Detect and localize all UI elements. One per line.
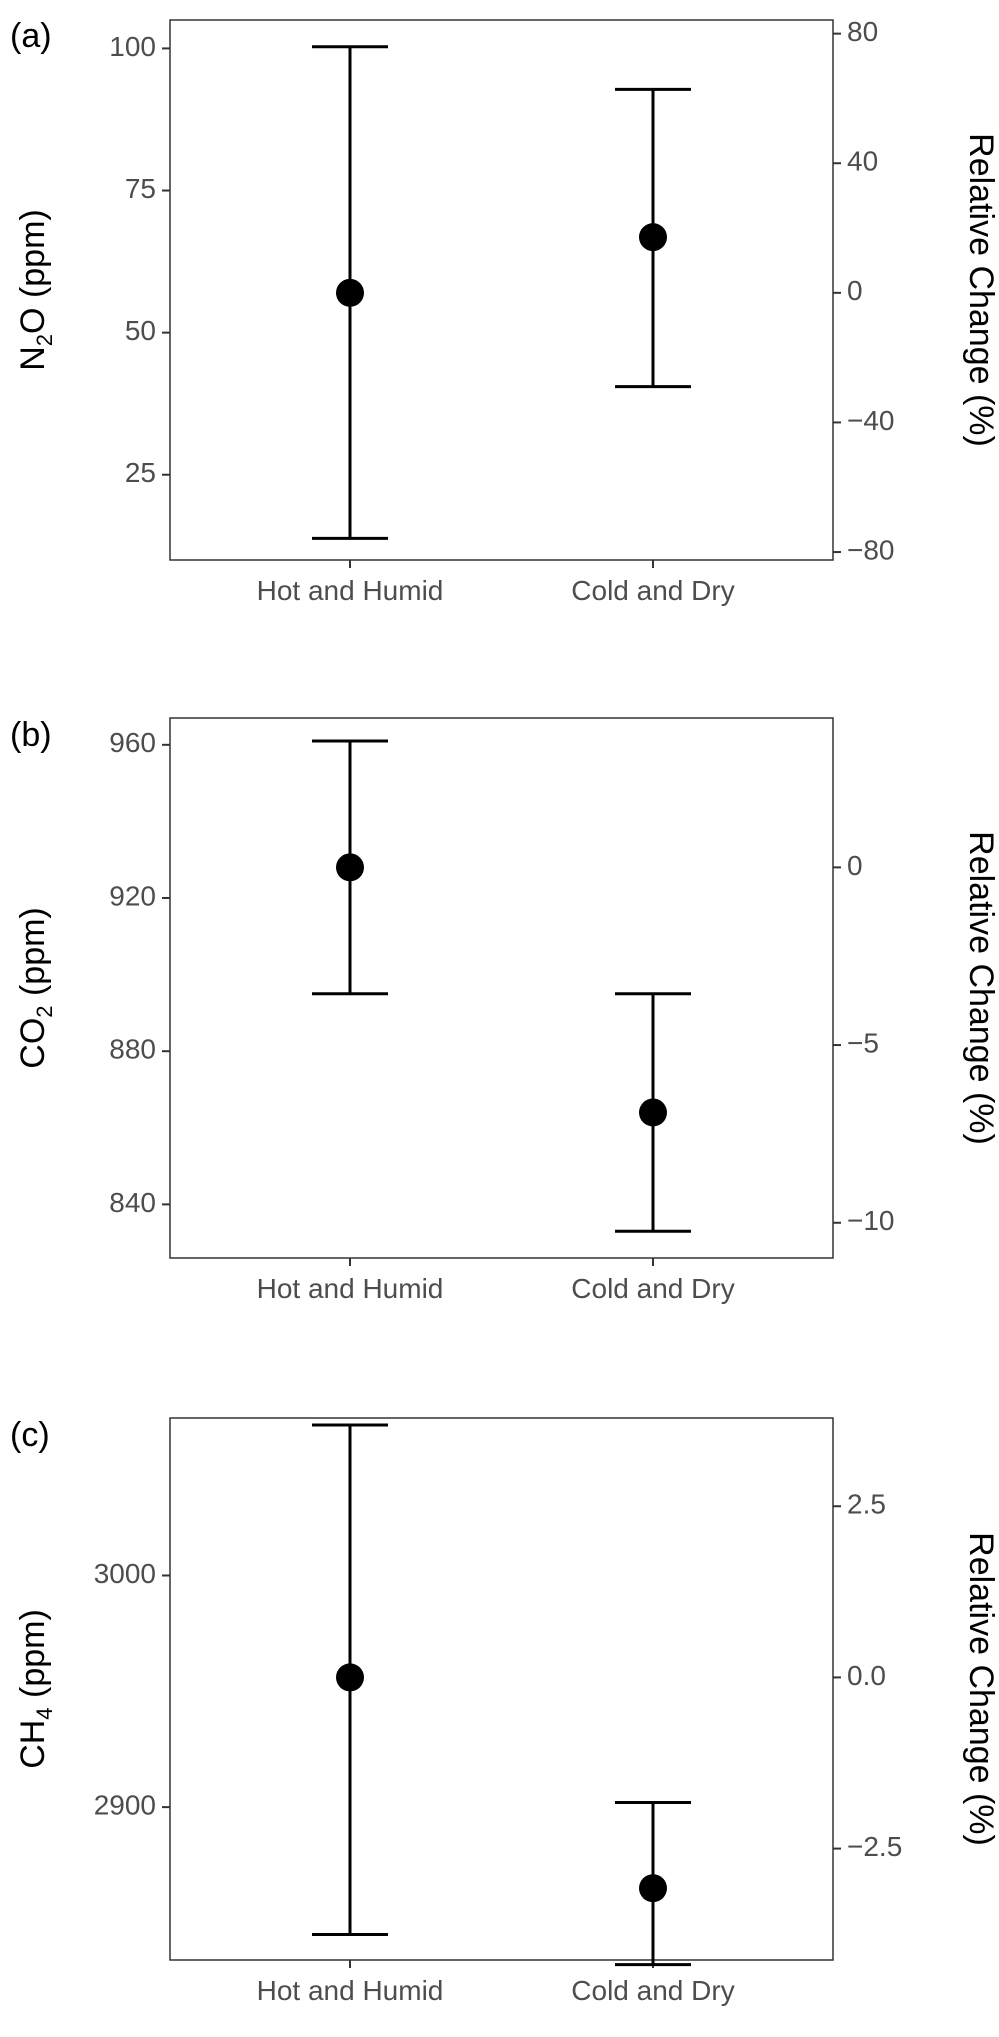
y2-tick-label: 80 <box>847 16 878 47</box>
y2-axis-title: Relative Change (%) <box>962 133 999 447</box>
y-tick-label: 25 <box>125 457 156 488</box>
mean-point-2 <box>639 1874 667 1903</box>
y-tick-label: 840 <box>109 1187 156 1218</box>
plot-frame <box>169 1417 834 1961</box>
y2-tick-label: 0 <box>847 850 863 881</box>
mean-point-1 <box>336 278 364 307</box>
y2-tick-label: −10 <box>847 1205 895 1236</box>
y-axis-title: CO2 (ppm) <box>14 907 57 1068</box>
y-tick-label: 880 <box>109 1034 156 1065</box>
panel-label: (c) <box>10 1416 50 1454</box>
x-tick-label: Hot and Humid <box>257 1975 444 2006</box>
y-tick-label: 3000 <box>94 1558 156 1589</box>
mean-point-2 <box>639 223 667 252</box>
y-tick-label: 2900 <box>94 1790 156 1821</box>
mean-point-1 <box>336 1663 364 1692</box>
y-tick-label: 75 <box>125 173 156 204</box>
y-tick-label: 960 <box>109 727 156 758</box>
plot-frame <box>169 717 834 1259</box>
y2-tick-label: 40 <box>847 146 878 177</box>
y2-tick-label: −2.5 <box>847 1831 902 1862</box>
panel-2: (b) 840 880 920 960 −10 −5 0 Hot and Humid Cold a… <box>10 716 999 1304</box>
y2-tick-label: −5 <box>847 1027 879 1058</box>
y-tick-label: 920 <box>109 880 156 911</box>
x-tick-label: Cold and Dry <box>571 575 734 606</box>
y-tick-label: 100 <box>109 31 156 62</box>
y2-tick-label: −40 <box>847 405 895 436</box>
y2-tick-label: 0 <box>847 275 863 306</box>
panel-label: (b) <box>10 716 52 754</box>
y-axis-title-subscript: 2 <box>32 1005 57 1017</box>
plot-frame <box>169 19 834 561</box>
x-tick-label: Cold and Dry <box>571 1975 734 2006</box>
y-axis-title-base: CH <box>14 1720 52 1769</box>
y-axis-title-rest: O (ppm) <box>14 209 52 334</box>
mean-point-1 <box>336 853 364 882</box>
y-axis-title-rest: (ppm) <box>14 907 52 1005</box>
x-tick-label: Hot and Humid <box>257 1273 444 1304</box>
y-axis-title-rest: (ppm) <box>14 1609 52 1707</box>
y-axis-title: N2O (ppm) <box>14 209 57 371</box>
y2-axis-title: Relative Change (%) <box>962 1532 999 1846</box>
mean-point-2 <box>639 1098 667 1127</box>
y2-axis-title: Relative Change (%) <box>962 831 999 1145</box>
y2-tick-label: 2.5 <box>847 1489 886 1520</box>
panel-1: (a) 25 50 75 100 −80 −40 0 40 80 Hot and Humid Cold… <box>10 16 999 606</box>
y-tick-label: 50 <box>125 315 156 346</box>
panel-3: (c) 2900 3000 −2.5 0.0 2.5 Hot and Humid Cold a… <box>10 1416 999 2006</box>
y-axis-title-base: CO <box>14 1018 52 1069</box>
y-axis-title-base: N <box>14 346 52 371</box>
x-tick-label: Hot and Humid <box>257 575 444 606</box>
x-tick-label: Cold and Dry <box>571 1273 734 1304</box>
y-axis-title-subscript: 2 <box>32 334 57 346</box>
y2-tick-label: −80 <box>847 534 895 565</box>
panel-label: (a) <box>10 17 52 55</box>
y-axis-title-subscript: 4 <box>32 1707 57 1719</box>
y2-tick-label: 0.0 <box>847 1660 886 1691</box>
y-axis-title: CH4 (ppm) <box>14 1609 57 1769</box>
